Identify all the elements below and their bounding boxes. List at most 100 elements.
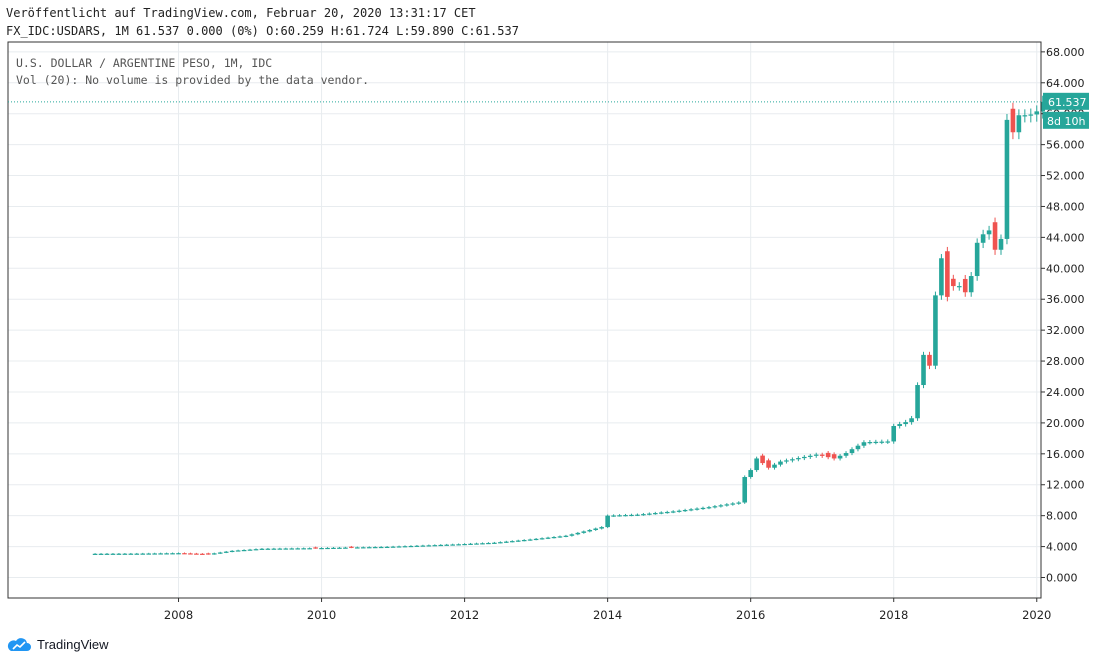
candle-body: [509, 541, 515, 543]
candle-body: [319, 548, 324, 550]
candle-body: [551, 536, 557, 539]
candle-body: [974, 242, 980, 277]
candle-body: [843, 453, 849, 456]
candle-body: [962, 278, 968, 293]
candle-body: [718, 505, 724, 507]
last-price-tag: [1043, 92, 1089, 110]
ohlc-readout: FX_IDC:USDARS, 1M 61.537 0.000 (0%) O:60…: [6, 24, 519, 38]
candle-body: [736, 502, 742, 504]
candle-body: [414, 545, 420, 547]
candle-body: [909, 418, 914, 423]
candle-body: [706, 507, 712, 509]
candle-body: [104, 553, 110, 555]
candle-body: [796, 458, 801, 460]
candle-body: [951, 278, 956, 287]
y-tick-label: 8.000: [1046, 510, 1078, 523]
candle-body: [206, 553, 211, 555]
x-tick-label: 2014: [593, 608, 622, 622]
candle-body: [700, 507, 706, 510]
x-tick-label: 2008: [164, 608, 193, 622]
candle-body: [635, 514, 640, 516]
candle-body: [247, 549, 253, 551]
candle-body: [754, 458, 759, 471]
candle-body: [927, 354, 932, 366]
candle-body: [980, 234, 986, 243]
candle-body: [790, 459, 795, 461]
candle-body: [772, 464, 777, 468]
candle-body: [116, 553, 122, 555]
chart-grid: [8, 42, 1041, 598]
candle-body: [1010, 108, 1016, 133]
candle-body: [223, 551, 229, 553]
tradingview-logo[interactable]: TradingView: [6, 637, 109, 652]
candle-body: [307, 548, 312, 550]
candle-body: [235, 550, 241, 552]
candle-body: [283, 548, 289, 550]
candle-body: [355, 547, 360, 549]
countdown-tag: [1043, 111, 1089, 129]
candle-body: [533, 538, 539, 541]
candle-body: [295, 548, 301, 550]
candle-body: [337, 547, 342, 549]
candle-body: [807, 455, 813, 457]
candle-body: [134, 553, 140, 555]
candles: [92, 95, 1046, 555]
y-tick-label: 28.000: [1046, 355, 1085, 368]
y-tick-label: 16.000: [1046, 448, 1085, 461]
candle-body: [885, 441, 891, 443]
candle-body: [653, 513, 658, 515]
candle-body: [617, 515, 622, 517]
candle-body: [724, 504, 730, 506]
candle-body: [682, 509, 688, 512]
candle-body: [939, 258, 944, 296]
candle-body: [1034, 111, 1040, 115]
candle-body: [492, 542, 497, 544]
last-price-label: 61.537: [1048, 96, 1087, 109]
candle-body: [486, 542, 491, 545]
candle-body: [211, 553, 217, 555]
candle-body: [968, 276, 974, 293]
candle-body: [611, 515, 616, 517]
candle-body: [128, 553, 134, 555]
candle-body: [301, 548, 306, 550]
candle-body: [879, 441, 885, 443]
candle-body: [998, 238, 1004, 250]
candle-body: [396, 546, 402, 548]
candle-body: [360, 547, 366, 549]
candle-body: [688, 509, 694, 511]
candle-body: [390, 546, 396, 548]
candle-body: [504, 541, 509, 543]
candle-body: [593, 528, 599, 530]
candle-body: [778, 461, 783, 465]
y-tick-label: 52.000: [1046, 170, 1085, 183]
published-note: Veröffentlicht auf TradingView.com, Febr…: [6, 6, 476, 20]
candle-body: [647, 513, 652, 515]
y-tick-label: 24.000: [1046, 386, 1085, 399]
candle-body: [438, 544, 444, 547]
candle-body: [92, 553, 98, 555]
candle-body: [813, 454, 819, 456]
candle-body: [480, 543, 485, 545]
candle-body: [921, 354, 926, 386]
candle-body: [521, 540, 527, 542]
candle-body: [325, 547, 330, 550]
candle-body: [748, 470, 753, 478]
candle-body: [623, 515, 628, 517]
candle-body: [176, 553, 181, 555]
y-tick-label: 0.000: [1046, 572, 1078, 585]
candle-body: [992, 222, 998, 250]
x-tick-label: 2016: [736, 608, 765, 622]
candle-body: [498, 542, 503, 544]
candle-body: [217, 552, 223, 554]
candle-body: [903, 422, 908, 425]
candle-body: [915, 385, 920, 419]
cloud-icon: [7, 637, 31, 651]
candle-body: [122, 553, 128, 555]
candle-body: [587, 529, 593, 532]
candle-body: [378, 546, 384, 549]
y-tick-label: 12.000: [1046, 479, 1085, 492]
candle-body: [372, 547, 378, 549]
candle-body: [819, 454, 825, 456]
candle-body: [259, 548, 265, 550]
